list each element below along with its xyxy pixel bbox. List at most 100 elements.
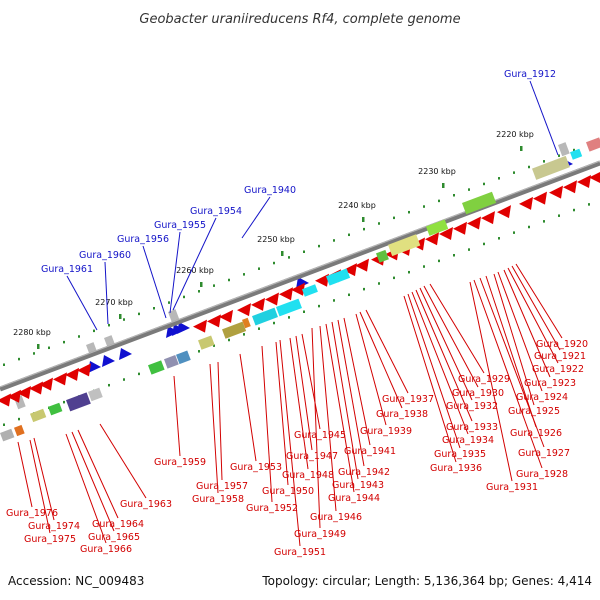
forward-gene-arrow: [102, 355, 115, 367]
reverse-label-leader: [325, 323, 355, 493]
scale-label: 2240 kbp: [338, 201, 376, 210]
track-tick: [528, 225, 530, 229]
scale-labels: 2220 kbp 2230 kbp 2240 kbp 2250 kbp 2260 kbp…: [13, 130, 534, 349]
track-tick: [438, 259, 440, 263]
track-tick: [348, 233, 350, 237]
track-tick: [198, 290, 200, 293]
track-tick: [288, 316, 290, 319]
track-tick: [18, 417, 20, 421]
track-tick: [3, 363, 5, 366]
reverse-gene-arrow: [533, 191, 547, 205]
forward-gene-label: Gura_1954: [190, 206, 242, 217]
track-tick: [273, 321, 275, 325]
reverse-gene-label: Gura_1936: [430, 463, 482, 474]
track-tick: [213, 284, 215, 287]
reverse-gene-label: Gura_1920: [536, 339, 588, 350]
reverse-label-leader: [77, 429, 119, 519]
reverse-gene-label: Gura_1945: [294, 430, 346, 441]
scale-label: 2230 kbp: [418, 167, 456, 176]
reverse-label-leader: [71, 431, 115, 532]
track-tick: [93, 329, 95, 333]
forward-gene-arrow: [166, 326, 179, 338]
track-tick: [258, 267, 260, 270]
reverse-gene-arrow: [439, 227, 453, 241]
reverse-gene-label: Gura_1937: [382, 394, 434, 405]
reverse-label-leader: [279, 339, 301, 547]
scale-tick: [442, 183, 445, 188]
cog-feature-block: [532, 155, 570, 180]
track-tick: [543, 160, 545, 163]
reverse-label-leader: [239, 353, 257, 462]
reverse-label-leader: [485, 275, 537, 428]
track-tick: [543, 220, 545, 223]
reverse-gene-label: Gura_1952: [246, 503, 298, 514]
reverse-label-leader: [407, 293, 461, 449]
track-tick: [438, 199, 440, 203]
reverse-gene-arrow: [207, 314, 221, 328]
reverse-gene-arrow: [425, 232, 439, 246]
track-tick: [393, 276, 395, 280]
reverse-gene-label: Gura_1963: [120, 499, 172, 510]
reverse-gene-label: Gura_1953: [230, 462, 282, 473]
reverse-label-leader: [209, 363, 219, 494]
track-tick: [513, 231, 515, 234]
reverse-gene-arrow: [291, 282, 305, 296]
scale-label: 2250 kbp: [257, 235, 295, 244]
track-tick: [123, 318, 125, 321]
cog-feature-block: [326, 268, 351, 286]
reverse-label-leader: [365, 309, 409, 394]
track-tick: [348, 293, 350, 297]
genome-summary-text: Topology: circular; Length: 5,136,364 bp…: [261, 574, 592, 588]
reverse-gene-label: Gura_1947: [286, 451, 338, 462]
scale-tick: [362, 217, 365, 222]
reverse-label-leader: [289, 337, 309, 470]
reverse-label-leader: [33, 437, 55, 521]
track-tick: [258, 327, 260, 330]
track-tick: [108, 383, 110, 387]
reverse-gene-label: Gura_1966: [80, 544, 132, 555]
reverse-gene-label: Gura_1949: [294, 529, 346, 540]
cog-feature-block: [48, 402, 63, 416]
reverse-gene-label: Gura_1950: [262, 486, 314, 497]
scale-tick: [200, 282, 203, 287]
reverse-label-leader: [507, 267, 559, 364]
track-tick: [573, 208, 575, 212]
reverse-label-leader: [493, 273, 535, 406]
reverse-gene-label: Gura_1924: [516, 392, 568, 403]
cog-feature-block: [570, 148, 583, 160]
track-tick: [228, 278, 230, 282]
cog-feature-block: [242, 317, 251, 329]
reverse-gene-arrow: [279, 287, 293, 301]
reverse-gene-label: Gura_1943: [332, 480, 384, 491]
reverse-label-leader: [419, 287, 473, 401]
cog-feature-block: [198, 335, 215, 350]
forward-label-leader: [529, 80, 559, 156]
cog-feature-block: [176, 350, 191, 365]
reverse-gene-label: Gura_1932: [446, 401, 498, 412]
reverse-gene-label: Gura_1934: [442, 435, 494, 446]
track-tick: [468, 188, 470, 191]
reverse-gene-arrow: [563, 180, 577, 194]
map-title: Geobacter uraniireducens Rf4, complete g…: [139, 12, 460, 27]
track-tick: [138, 372, 140, 376]
forward-gene-block: [558, 142, 570, 157]
reverse-label-leader: [17, 441, 33, 508]
reverse-label-leader: [403, 295, 457, 463]
reverse-label-leader: [295, 335, 313, 451]
reverse-gene-arrow: [0, 393, 11, 407]
reverse-gene-arrow: [17, 385, 31, 399]
reverse-gene-label: Gura_1926: [510, 428, 562, 439]
reverse-gene-label: Gura_1927: [518, 448, 570, 459]
cog-feature-block: [252, 307, 278, 326]
cog-feature-block: [164, 354, 179, 369]
reverse-gene-arrow: [65, 367, 79, 381]
reverse-gene-label: Gura_1959: [154, 457, 206, 468]
track-tick: [303, 250, 305, 253]
forward-gene-block: [168, 309, 180, 324]
reverse-label-leader: [261, 345, 273, 503]
reverse-label-leader: [429, 283, 485, 374]
track-tick: [138, 312, 140, 316]
track-tick: [318, 304, 320, 308]
reverse-gene-label: Gura_1931: [486, 482, 538, 493]
scale-tick: [281, 251, 284, 256]
